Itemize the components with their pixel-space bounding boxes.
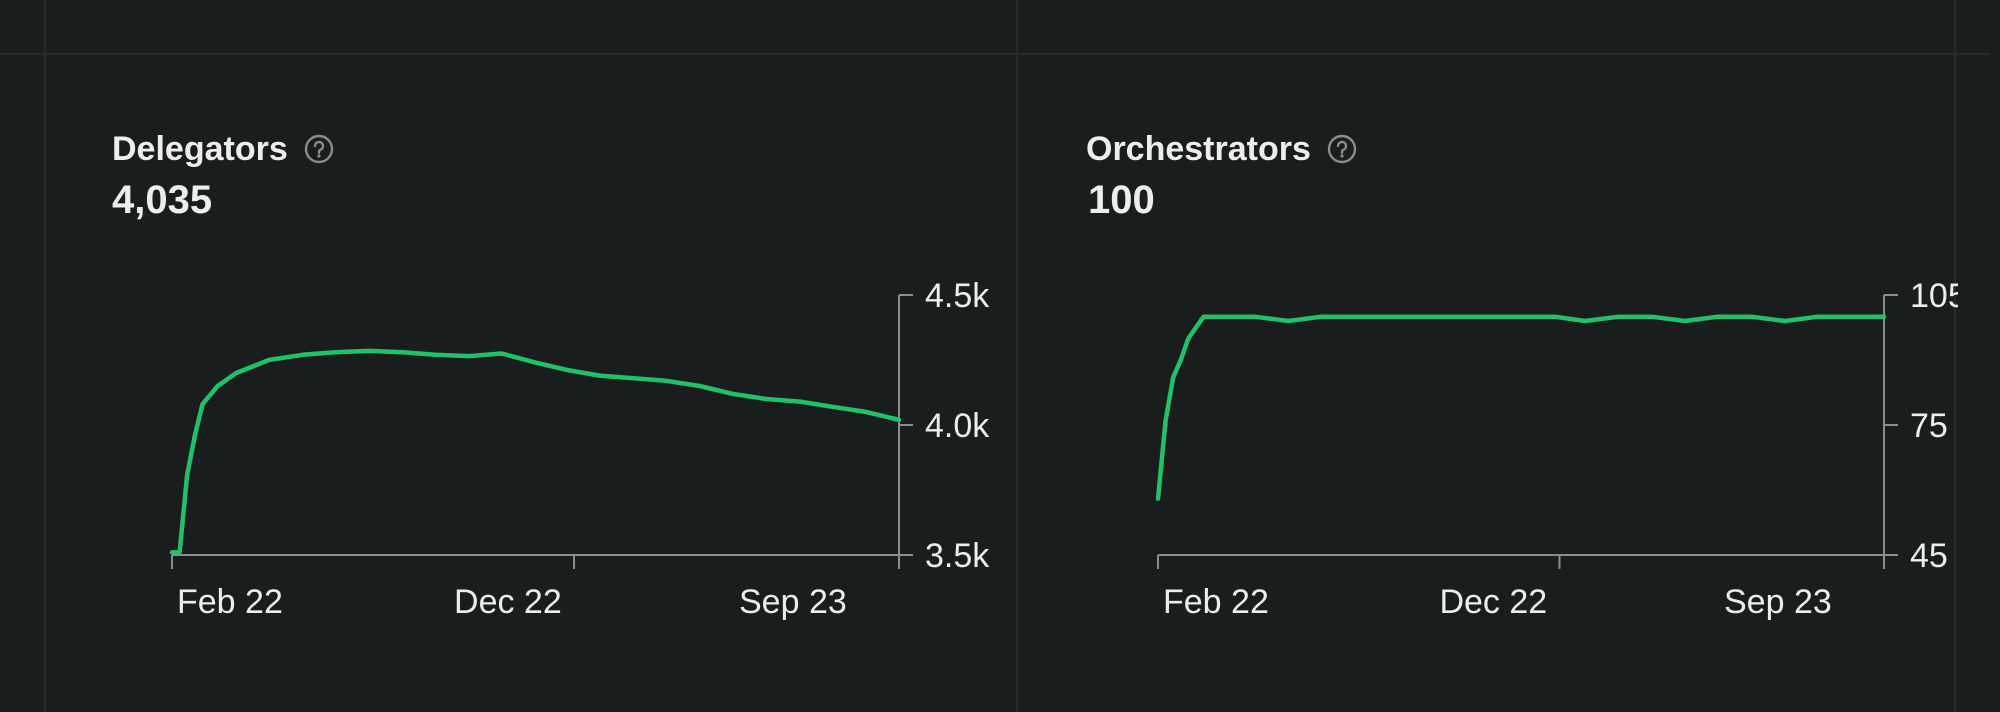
y-tick-label: 75 (1910, 407, 1948, 445)
middle-divider (1016, 0, 1018, 712)
y-tick-label: 4.0k (925, 407, 990, 445)
series-line (1155, 314, 1887, 501)
orchestrators-title-row: Orchestrators (1086, 126, 1357, 172)
delegators-chart: Feb 22 Dec 22 Sep 23 4.5k 4.0k 3.5k (169, 277, 990, 621)
delegators-title: Delegators (112, 129, 288, 168)
delegators-title-row: Delegators (112, 126, 334, 172)
question-circle-icon[interactable] (304, 134, 334, 164)
y-tick-label: 105 (1910, 277, 1958, 315)
orchestrators-title: Orchestrators (1086, 129, 1311, 168)
x-tick-label: Dec 22 (454, 583, 562, 621)
delegators-panel: Delegators 4,035 Feb 22 Dec 22 Sep 23 4.5k 4… (46, 0, 1016, 712)
x-tick-label: Feb 22 (1163, 583, 1269, 621)
question-circle-icon[interactable] (1327, 134, 1357, 164)
y-tick-label: 3.5k (925, 537, 990, 575)
x-tick-label: Feb 22 (177, 583, 283, 621)
left-divider (44, 0, 46, 712)
x-tick-label: Sep 23 (1724, 583, 1832, 621)
orchestrators-panel: Orchestrators 100 Feb 22 Dec 22 Sep 23 105 7… (1018, 0, 1958, 712)
series-line (169, 348, 902, 555)
y-tick-label: 4.5k (925, 277, 990, 315)
right-divider (1954, 0, 1956, 712)
x-tick-label: Dec 22 (1439, 583, 1547, 621)
orchestrators-value: 100 (1088, 178, 1155, 222)
delegators-value: 4,035 (112, 178, 213, 222)
orchestrators-chart: Feb 22 Dec 22 Sep 23 105 75 45 (1155, 277, 1958, 621)
top-divider (0, 53, 1990, 55)
x-tick-label: Sep 23 (739, 583, 847, 621)
y-tick-label: 45 (1910, 537, 1948, 575)
